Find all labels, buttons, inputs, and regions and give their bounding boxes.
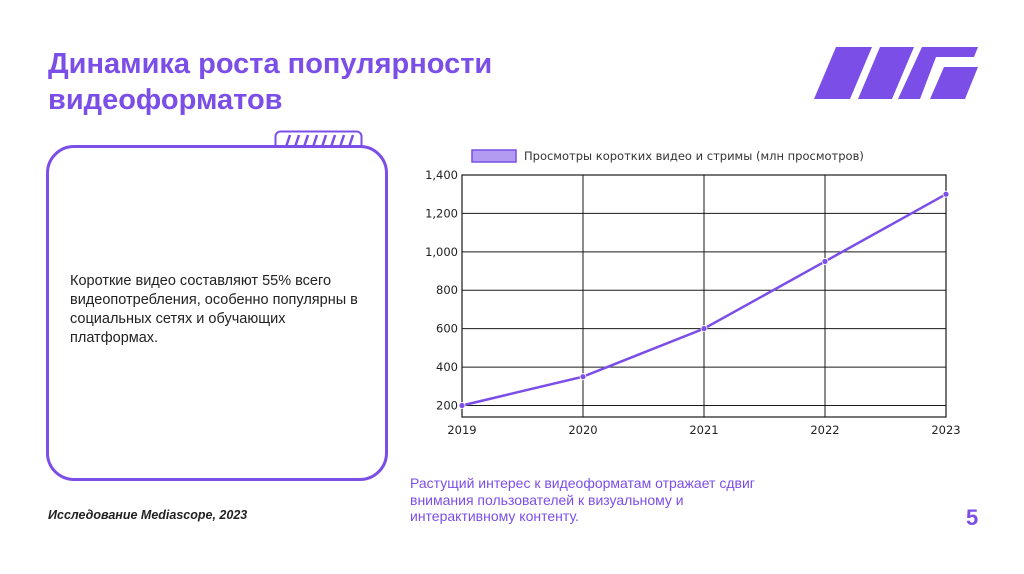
y-tick-label: 800 (436, 283, 458, 297)
data-point (942, 190, 950, 198)
plot-frame (461, 174, 947, 418)
x-tick-label: 2021 (689, 423, 718, 437)
card-text: Короткие видео составляют 55% всего виде… (70, 273, 358, 346)
legend-label: Просмотры коротких видео и стримы (млн п… (524, 149, 864, 163)
data-point (700, 325, 708, 333)
x-tick-label: 2019 (447, 423, 476, 437)
y-tick-label: 1,000 (425, 245, 458, 259)
brand-logo-icon (814, 47, 978, 99)
info-card (46, 145, 388, 481)
x-tick-label: 2022 (810, 423, 839, 437)
page-number: 5 (966, 505, 979, 530)
y-tick-label: 400 (436, 360, 458, 374)
chart-caption: Растущий интерес к видеоформатам отражае… (410, 475, 755, 524)
y-tick-label: 1,200 (425, 206, 458, 220)
x-tick-label: 2020 (568, 423, 597, 437)
y-tick-label: 1,400 (425, 168, 458, 182)
chart-legend: Просмотры коротких видео и стримы (млн п… (471, 149, 864, 163)
x-tick-label: 2023 (931, 423, 960, 437)
source-note: Исследование Mediascope, 2023 (48, 508, 248, 522)
legend-swatch (471, 149, 517, 163)
line-chart: Просмотры коротких видео и стримы (млн п… (425, 149, 961, 437)
slide-title: Динамика роста популярности видеоформато… (48, 48, 493, 116)
y-tick-label: 200 (436, 398, 458, 412)
data-point (821, 258, 829, 265)
y-tick-label: 600 (436, 322, 458, 336)
data-point (579, 373, 587, 381)
data-point (458, 402, 466, 409)
